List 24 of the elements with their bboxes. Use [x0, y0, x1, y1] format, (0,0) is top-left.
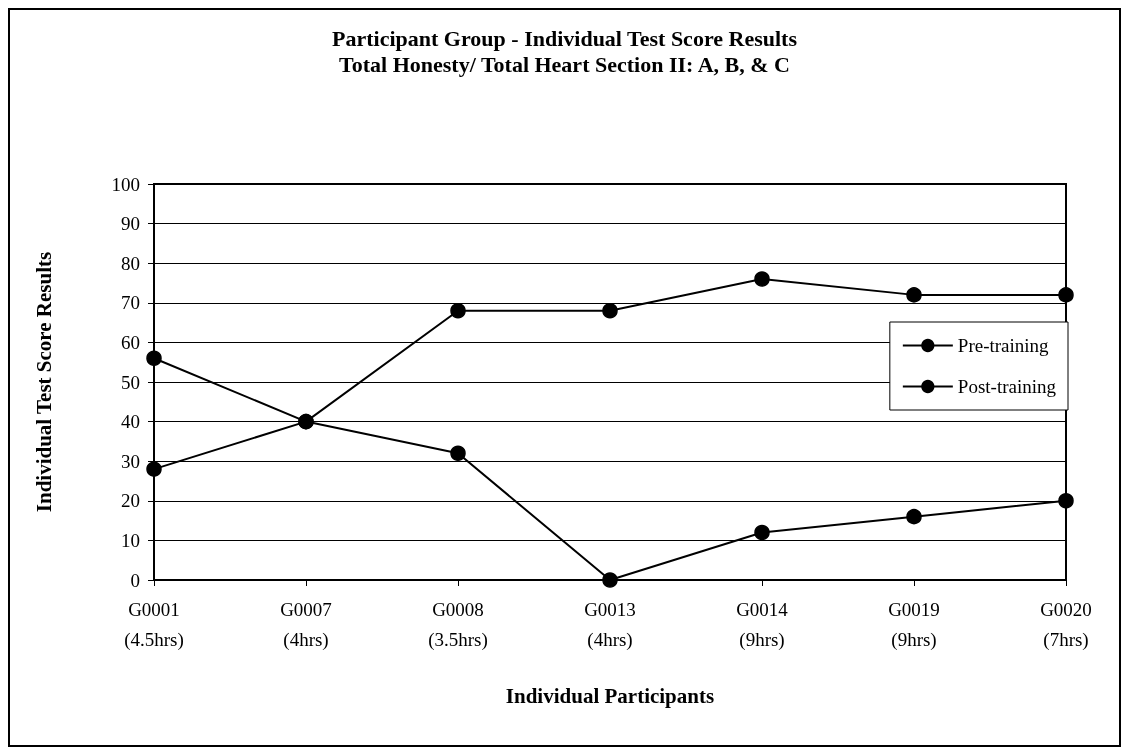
x-tick-label: G0013 (4hrs) [584, 598, 636, 651]
x-tick-label: G0008 (3.5hrs) [428, 598, 488, 651]
y-axis-title: Individual Test Score Results [31, 251, 56, 513]
y-tick-label: 20 [121, 490, 140, 512]
chart-subtitle: Total Honesty/ Total Heart Section II: A, B, & C [339, 51, 790, 77]
x-tick-label: G0001 (4.5hrs) [124, 598, 184, 651]
x-tick-label: G0020 (7hrs) [1040, 598, 1092, 651]
y-tick-label: 100 [111, 173, 140, 195]
y-tick-label: 50 [121, 371, 140, 393]
y-tick-label: 0 [130, 569, 140, 591]
x-tick-label: G0014 (9hrs) [736, 598, 789, 651]
y-tick-label: 10 [121, 529, 140, 551]
legend-label: Pre-training [957, 335, 1050, 356]
y-tick-label: 80 [121, 252, 140, 274]
x-axis-title: Individual Participants [505, 683, 715, 708]
chart-title: Participant Group - Individual Test Score Results [332, 25, 798, 51]
legend-label: Post-training [957, 376, 1057, 397]
y-tick-label: 70 [121, 292, 140, 314]
y-tick-label: 60 [121, 331, 140, 353]
y-tick-label: 30 [121, 450, 140, 472]
x-tick-label: G0019 (9hrs) [888, 598, 940, 651]
x-tick-label: G0007 (4hrs) [280, 598, 332, 651]
y-tick-label: 90 [121, 213, 140, 235]
y-tick-label: 40 [121, 411, 140, 433]
